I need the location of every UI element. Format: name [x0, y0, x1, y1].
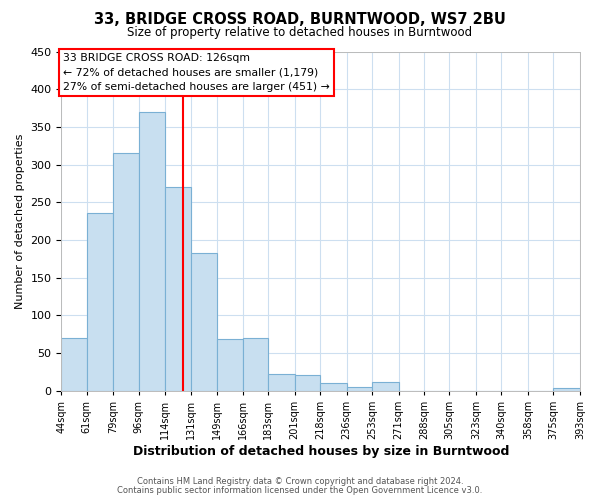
X-axis label: Distribution of detached houses by size in Burntwood: Distribution of detached houses by size … [133, 444, 509, 458]
Bar [166, 187, 191, 390]
Text: 33 BRIDGE CROSS ROAD: 126sqm
← 72% of detached houses are smaller (1,179)
27% of: 33 BRIDGE CROSS ROAD: 126sqm ← 72% of de… [63, 53, 329, 92]
Text: Size of property relative to detached houses in Burntwood: Size of property relative to detached ho… [127, 26, 473, 39]
Bar [295, 376, 320, 390]
Bar [347, 387, 372, 390]
Bar [320, 383, 347, 390]
Text: Contains public sector information licensed under the Open Government Licence v3: Contains public sector information licen… [118, 486, 482, 495]
Text: 33, BRIDGE CROSS ROAD, BURNTWOOD, WS7 2BU: 33, BRIDGE CROSS ROAD, BURNTWOOD, WS7 2B… [94, 12, 506, 28]
Y-axis label: Number of detached properties: Number of detached properties [15, 134, 25, 308]
Bar [61, 338, 86, 390]
Bar [372, 382, 399, 390]
Bar [191, 252, 217, 390]
Bar [139, 112, 166, 390]
Bar [217, 340, 242, 390]
Bar [268, 374, 295, 390]
Bar [113, 153, 139, 390]
Bar [86, 214, 113, 390]
Bar [242, 338, 268, 390]
Bar [553, 388, 580, 390]
Text: Contains HM Land Registry data © Crown copyright and database right 2024.: Contains HM Land Registry data © Crown c… [137, 478, 463, 486]
